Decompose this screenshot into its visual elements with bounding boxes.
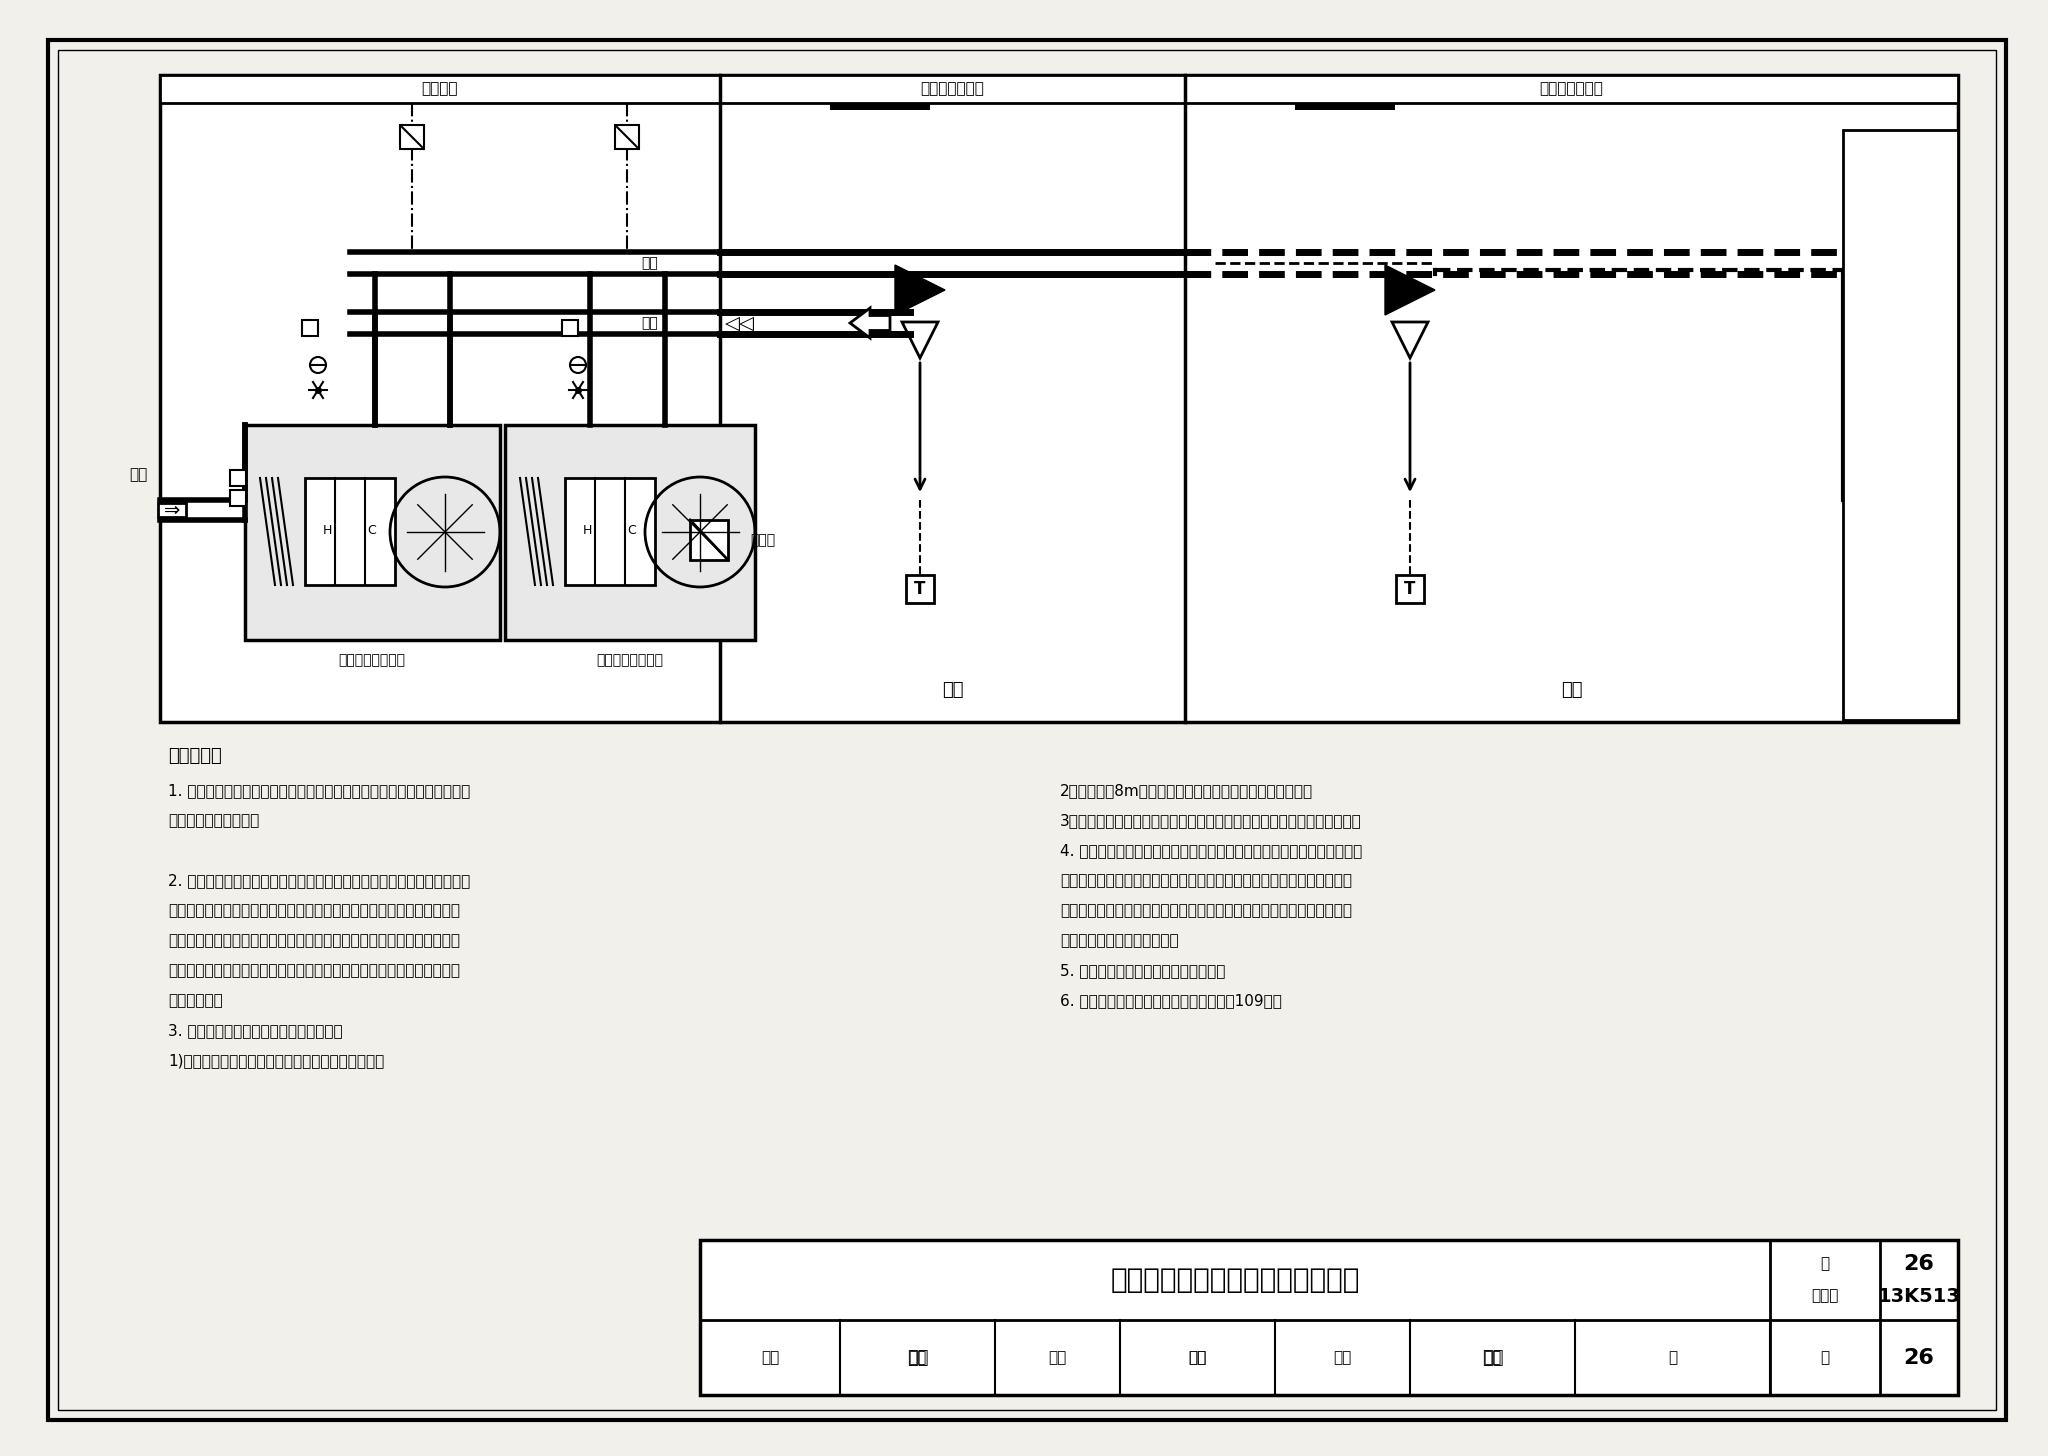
Text: 内区: 内区 xyxy=(942,681,963,699)
Text: 3）冬季需要供暖，但不允许水管进入的空调区域，夏季供冷、冬季供热。: 3）冬季需要供暖，但不允许水管进入的空调区域，夏季供冷、冬季供热。 xyxy=(1061,814,1362,828)
Bar xyxy=(305,478,395,585)
Bar xyxy=(160,76,1958,722)
Bar xyxy=(158,502,186,517)
Text: 2）进深小于8m的全外区空调房间，夏季供冷，冬季供热。: 2）进深小于8m的全外区空调房间，夏季供冷，冬季供热。 xyxy=(1061,783,1313,798)
Text: 内区单风道末端: 内区单风道末端 xyxy=(920,82,985,96)
Text: 送热风。冷热型末端根据温控区负荷要求，供冷时正比例、供热时反比例: 送热风。冷热型末端根据温控区负荷要求，供冷时正比例、供热时反比例 xyxy=(1061,904,1352,919)
Text: 页: 页 xyxy=(1667,1350,1677,1366)
Text: 构造一样，只是冷、热工况下风量调节规律不同。系统的优点是消除了水: 构造一样，只是冷、热工况下风量调节规律不同。系统的优点是消除了水 xyxy=(168,933,461,948)
Text: 页: 页 xyxy=(1821,1257,1829,1271)
Text: 空调机房: 空调机房 xyxy=(422,82,459,96)
Text: 6. 带冷热型末端的单风道系统平面图见第109页。: 6. 带冷热型末端的单风道系统平面图见第109页。 xyxy=(1061,993,1282,1009)
Text: 陈む: 陈む xyxy=(907,1348,928,1367)
Text: 张明: 张明 xyxy=(1483,1348,1503,1367)
Bar xyxy=(246,425,500,641)
Bar xyxy=(399,125,424,149)
Text: ◁◁: ◁◁ xyxy=(725,313,756,332)
Text: 和机房空间。: 和机房空间。 xyxy=(168,993,223,1009)
Text: 校对: 校对 xyxy=(1049,1350,1067,1366)
Bar xyxy=(1397,575,1423,603)
Text: 设计: 设计 xyxy=(1333,1350,1352,1366)
Text: 过滤与热湿处理后送风。系统根据负荷需求，冷负荷时送冷风；热负荷时: 过滤与热湿处理后送风。系统根据负荷需求，冷负荷时送冷风；热负荷时 xyxy=(1061,874,1352,888)
Text: 1)冬季需要供暖的空调外区，夏季供冷，冬季供热。: 1)冬季需要供暖的空调外区，夏季供冷，冬季供热。 xyxy=(168,1054,385,1069)
Bar xyxy=(565,478,655,585)
Bar xyxy=(506,425,756,641)
Text: 新风: 新风 xyxy=(129,467,147,482)
Text: 2. 仅带冷热型末端的单风道系统空气处理机组根据负荷需要送出冷风或热: 2. 仅带冷热型末端的单风道系统空气处理机组根据负荷需要送出冷风或热 xyxy=(168,874,471,888)
Text: T: T xyxy=(1405,579,1415,598)
Bar xyxy=(905,575,934,603)
Text: 管的隐患和再热损失；缺点是外区供热要按朝向划分系统，会增加初投资: 管的隐患和再热损失；缺点是外区供热要按朝向划分系统，会增加初投资 xyxy=(168,964,461,978)
Text: 26: 26 xyxy=(1903,1347,1935,1367)
Polygon shape xyxy=(895,265,944,314)
Bar xyxy=(301,320,317,336)
Bar xyxy=(1843,130,1958,721)
Text: T: T xyxy=(913,579,926,598)
Text: H: H xyxy=(322,524,332,537)
Text: H: H xyxy=(582,524,592,537)
Text: 3. 仅带冷热型末端的单风道系统适用于：: 3. 仅带冷热型末端的单风道系统适用于： xyxy=(168,1024,342,1038)
Text: 年供冷，无供热功能。: 年供冷，无供热功能。 xyxy=(168,814,260,828)
Text: 变频器: 变频器 xyxy=(750,533,774,547)
Text: 5. 本图为内外区分设空调系统的情况。: 5. 本图为内外区分设空调系统的情况。 xyxy=(1061,964,1225,978)
Bar xyxy=(1294,103,1395,111)
Text: C: C xyxy=(369,524,377,537)
Text: 外区单风道末端: 外区单风道末端 xyxy=(1540,82,1604,96)
Text: 页: 页 xyxy=(1821,1350,1829,1366)
Polygon shape xyxy=(1384,265,1436,314)
Text: C: C xyxy=(627,524,637,537)
Text: 1. 全部为不带加热器的单冷型末端组成的单风道变风量系统最为简单，全: 1. 全部为不带加热器的单冷型末端组成的单风道变风量系统最为简单，全 xyxy=(168,783,471,798)
Text: 审核: 审核 xyxy=(762,1350,778,1366)
Bar xyxy=(561,320,578,336)
Bar xyxy=(690,520,727,561)
Polygon shape xyxy=(850,309,891,338)
Text: 13K513: 13K513 xyxy=(1878,1287,1960,1306)
Text: 26: 26 xyxy=(1903,1254,1935,1274)
Bar xyxy=(229,470,246,486)
Text: 张明: 张明 xyxy=(1483,1350,1501,1366)
Bar xyxy=(160,76,1958,103)
Text: 调节送风量，维持室内温度。: 调节送风量，维持室内温度。 xyxy=(1061,933,1180,948)
Bar xyxy=(229,491,246,507)
Text: 苏存: 苏存 xyxy=(1188,1350,1206,1366)
Text: 图集号: 图集号 xyxy=(1810,1289,1839,1303)
Text: 原理说明：: 原理说明： xyxy=(168,747,221,764)
Text: 外区空气处理机组: 外区空气处理机组 xyxy=(596,652,664,667)
Bar xyxy=(614,125,639,149)
Bar xyxy=(829,103,930,111)
Text: 风，形成供冷、供热两种工况。系统采用的冷热型末端与单冷型末端机械: 风，形成供冷、供热两种工况。系统采用的冷热型末端与单冷型末端机械 xyxy=(168,904,461,919)
Text: 外区: 外区 xyxy=(1561,681,1583,699)
Text: 带冷热型末端的单风道系统原理图: 带冷热型末端的单风道系统原理图 xyxy=(1110,1267,1360,1294)
Text: 回风: 回风 xyxy=(641,316,657,331)
Bar xyxy=(700,1241,1958,1395)
Text: 4. 仅带冷热型末端的单风道系统流程：回风和新风混合，经空气处理机组: 4. 仅带冷热型末端的单风道系统流程：回风和新风混合，经空气处理机组 xyxy=(1061,843,1362,859)
Text: ⇒: ⇒ xyxy=(164,501,180,520)
Text: 杨光: 杨光 xyxy=(909,1350,926,1366)
Text: 内区空气处理机组: 内区空气处理机组 xyxy=(338,652,406,667)
Text: 苏存: 苏存 xyxy=(1188,1350,1206,1366)
Text: 送风: 送风 xyxy=(641,256,657,269)
